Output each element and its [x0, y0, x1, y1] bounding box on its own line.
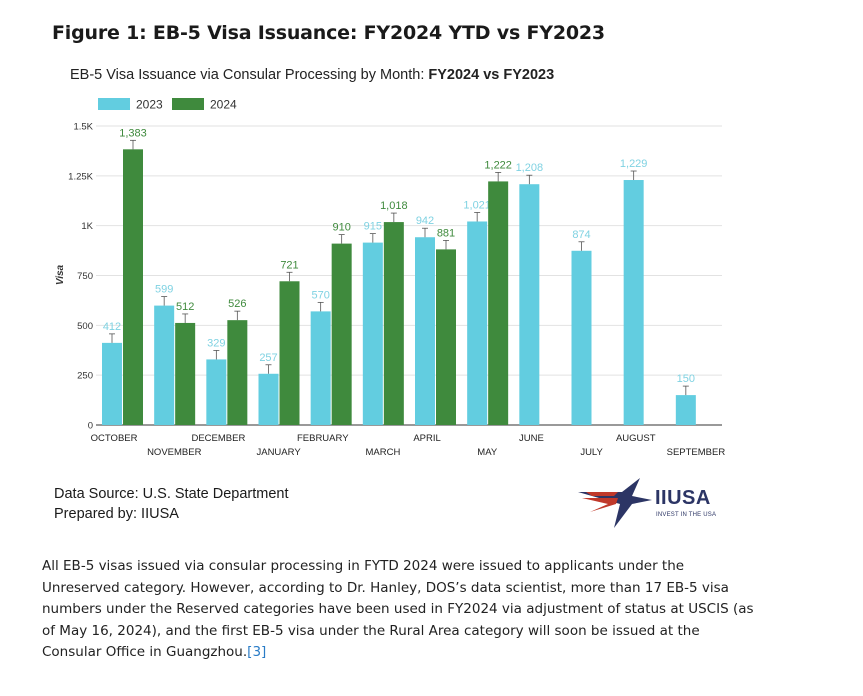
data-label: 599: [155, 284, 173, 296]
x-tick-label: MAY: [477, 447, 498, 458]
bar-2023-august: [623, 180, 644, 425]
y-tick-label: 500: [77, 321, 93, 332]
data-label: 1,018: [380, 200, 408, 212]
bar-2023-january: [258, 373, 279, 425]
bar-2023-march: [362, 242, 383, 425]
data-label: 1,229: [620, 158, 648, 170]
data-label: 874: [572, 229, 590, 241]
x-tick-label: AUGUST: [616, 433, 656, 444]
figure-title: Figure 1: EB-5 Visa Issuance: FY2024 YTD…: [52, 22, 605, 44]
bar-2023-june: [519, 184, 540, 425]
data-label: 1,222: [484, 159, 512, 171]
x-tick-label: SEPTEMBER: [667, 447, 726, 458]
x-tick-label: JULY: [580, 447, 603, 458]
data-label: 329: [207, 337, 225, 349]
data-label: 526: [228, 298, 246, 310]
y-tick-label: 1K: [81, 221, 93, 232]
logo-tagline: INVEST IN THE USA: [656, 512, 717, 518]
iiusa-star-logo-icon: [578, 478, 652, 528]
data-label: 1,208: [516, 162, 544, 174]
source-line-1: Data Source: U.S. State Department: [54, 486, 289, 502]
y-tick-label: 750: [77, 271, 93, 282]
bar-2023-october: [102, 342, 122, 425]
data-label: 910: [332, 222, 350, 234]
data-label: 570: [311, 289, 329, 301]
bar-2024-january: [279, 281, 300, 425]
footnote-link[interactable]: [3]: [247, 644, 267, 660]
data-label: 881: [437, 227, 455, 239]
bar-2024-march: [383, 222, 404, 425]
bar-2023-april: [415, 237, 435, 425]
legend-label-2023: 2023: [136, 98, 163, 112]
data-source: Data Source: U.S. State Department Prepa…: [54, 484, 289, 524]
bar-2024-october: [123, 149, 143, 425]
data-label: 1,021: [463, 199, 491, 211]
x-tick-label: FEBRUARY: [297, 433, 349, 444]
bar-2024-february: [331, 243, 352, 425]
x-tick-label: NOVEMBER: [147, 447, 202, 458]
bar-2023-november: [154, 305, 175, 425]
x-tick-label: JUNE: [519, 433, 544, 444]
chart-title-bold: FY2024 vs FY2023: [428, 67, 555, 83]
data-label: 257: [259, 352, 277, 364]
data-label: 512: [176, 301, 194, 313]
logo-name: IIUSA: [655, 487, 711, 509]
data-label: 721: [280, 259, 298, 271]
bar-chart: 2023 2024 Visa 0 250 500 750 1K 1.25K 1.5K 412…: [55, 98, 726, 459]
source-line-2: Prepared by: IIUSA: [54, 506, 179, 522]
data-label: 915: [364, 221, 382, 233]
x-tick-label: APRIL: [413, 433, 440, 444]
y-tick-label: 0: [88, 421, 93, 432]
data-label: 412: [103, 321, 121, 333]
legend-swatch-2024: [172, 98, 204, 110]
data-label: 150: [677, 373, 695, 385]
bar-2023-september: [675, 395, 696, 425]
chart-legend: 2023 2024: [98, 98, 237, 112]
bar-2023-july: [571, 250, 592, 425]
bar-2024-november: [175, 322, 196, 425]
bar-2024-december: [227, 320, 248, 425]
y-tick-label: 1.25K: [68, 171, 93, 182]
data-label: 942: [416, 215, 434, 227]
bar-2023-december: [206, 359, 227, 425]
bar-2024-may: [488, 181, 509, 425]
bar-2023-may: [467, 221, 488, 425]
bar-2024-april: [436, 249, 456, 425]
x-tick-label: JANUARY: [256, 447, 301, 458]
bar-2023-february: [310, 311, 331, 425]
chart-title-prefix: EB-5 Visa Issuance via Consular Processi…: [70, 67, 429, 83]
x-tick-label: DECEMBER: [191, 433, 245, 444]
y-axis-label: Visa: [55, 264, 66, 285]
chart-title: EB-5 Visa Issuance via Consular Processi…: [70, 67, 554, 83]
legend-swatch-2023: [98, 98, 130, 110]
y-tick-label: 1.5K: [73, 122, 93, 133]
paragraph-text: All EB-5 visas issued via consular proce…: [42, 558, 754, 660]
legend-label-2024: 2024: [210, 98, 237, 112]
data-label: 1,383: [119, 127, 147, 139]
x-tick-label: MARCH: [365, 447, 400, 458]
article-paragraph: All EB-5 visas issued via consular proce…: [42, 556, 762, 664]
y-tick-label: 250: [77, 371, 93, 382]
x-tick-label: OCTOBER: [91, 433, 138, 444]
